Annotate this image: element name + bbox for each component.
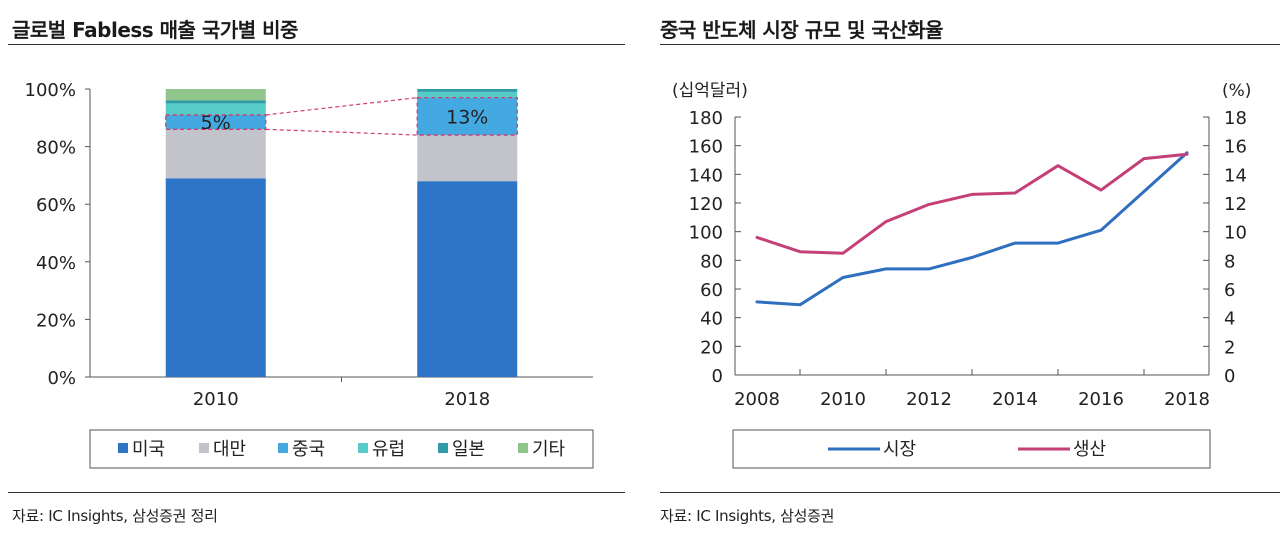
right-axis-unit-label: (%) (1222, 81, 1251, 101)
highlight-connector-top (265, 97, 418, 116)
china-market-panel: 중국 반도체 시장 규모 및 국산화율 (십억달러) (%) 0 20 40 60 80 10… (660, 0, 1280, 539)
china-market-line-chart: (십억달러) (%) 0 20 40 60 80 100 120 140 160 180 0 2 4 6 8 10… (672, 81, 1251, 469)
left-y-tick-label: 180 (689, 108, 723, 129)
right-y-tick-label: 14 (1224, 165, 1247, 186)
y-tick-label: 80% (36, 138, 76, 159)
x-tick-label: 2012 (906, 389, 952, 410)
right-y-tick-label: 6 (1224, 280, 1235, 301)
title-divider (660, 44, 1280, 45)
left-y-tick-label: 60 (700, 280, 723, 301)
legend-label-미국: 미국 (132, 439, 165, 460)
left-y-tick-label: 20 (700, 337, 723, 358)
bar-segment-기타-2010 (165, 89, 266, 101)
bar-segment-유럽-2010 (165, 103, 266, 115)
y-tick-label: 100% (25, 80, 76, 101)
left-y-tick-label: 120 (689, 194, 723, 215)
bar-segment-대만-2018 (417, 135, 518, 182)
bar-segment-중국-2018 (417, 97, 518, 136)
legend-swatch-유럽 (358, 443, 368, 453)
right-y-tick-label: 8 (1224, 251, 1235, 272)
legend-swatch-중국 (278, 443, 288, 453)
china-share-annotation: 13% (446, 106, 488, 128)
legend-swatch-미국 (118, 443, 128, 453)
china-highlight-box (165, 114, 267, 130)
bar-segment-유럽-2018 (417, 91, 518, 98)
bar-segment-일본-2010 (165, 100, 266, 104)
left-y-tick-label: 0 (712, 366, 723, 387)
title-divider (8, 44, 625, 45)
x-tick-label: 2008 (734, 389, 780, 410)
fabless-share-panel: 글로벌 Fabless 매출 국가별 비중 0% 20% 40% 60% 80% 100%… (0, 0, 625, 539)
right-y-tick-label: 12 (1224, 194, 1247, 215)
right-y-tick-label: 10 (1224, 223, 1247, 244)
y-tick-label: 60% (36, 195, 76, 216)
left-axis-unit-label: (십억달러) (672, 81, 748, 101)
legend-swatch-일본 (438, 443, 448, 453)
right-y-tick-label: 16 (1224, 137, 1247, 158)
series-line-생산 (755, 152, 1189, 255)
legend-swatch-기타 (518, 443, 528, 453)
china-source-note: 자료: IC Insights, 삼성증권 (660, 507, 835, 525)
y-tick-label: 0% (47, 368, 76, 389)
right-y-tick-label: 2 (1224, 337, 1235, 358)
series-line-시장 (755, 151, 1189, 307)
bar-segment-일본-2018 (417, 89, 518, 92)
right-y-tick-label: 4 (1224, 309, 1235, 330)
y-tick-label: 20% (36, 310, 76, 331)
legend-label-생산: 생산 (1073, 439, 1106, 460)
fabless-source-note: 자료: IC Insights, 삼성증권 정리 (12, 507, 218, 525)
left-y-tick-label: 140 (689, 165, 723, 186)
bar-segment-미국-2010 (165, 178, 266, 377)
x-tick-label: 2010 (193, 389, 239, 410)
left-y-tick-label: 80 (700, 251, 723, 272)
right-y-tick-label: 0 (1224, 366, 1235, 387)
legend-swatch-대만 (199, 443, 209, 453)
china-highlight-box (416, 96, 518, 136)
legend-label-일본: 일본 (452, 439, 485, 460)
fabless-chart-title: 글로벌 Fabless 매출 국가별 비중 (12, 18, 298, 42)
x-tick-label: 2018 (1164, 389, 1210, 410)
x-tick-label: 2016 (1078, 389, 1124, 410)
source-divider (8, 492, 625, 493)
legend-label-기타: 기타 (532, 439, 566, 460)
y-tick-label: 40% (36, 253, 76, 274)
legend-label-유럽: 유럽 (372, 439, 405, 460)
fabless-stacked-bar-chart: 0% 20% 40% 60% 80% 100% 2010 2018 5% 13% 미국 대만 중국 유럽 일… (25, 80, 594, 469)
x-tick-label: 2018 (444, 389, 490, 410)
china-share-annotation: 5% (201, 112, 231, 134)
bar-segment-미국-2018 (417, 181, 518, 377)
line-legend-box (732, 429, 1211, 469)
bar-segment-대만-2010 (165, 129, 266, 179)
x-tick-label: 2010 (820, 389, 866, 410)
right-y-tick-label: 18 (1224, 108, 1247, 129)
highlight-connector-bottom (265, 128, 418, 136)
legend-label-대만: 대만 (213, 439, 246, 460)
left-y-tick-label: 40 (700, 309, 723, 330)
bar-segment-중국-2010 (165, 114, 266, 130)
legend-label-시장: 시장 (883, 439, 916, 460)
x-tick-label: 2014 (992, 389, 1038, 410)
china-chart-title: 중국 반도체 시장 규모 및 국산화율 (660, 18, 943, 42)
bar-legend-box (89, 429, 594, 469)
left-y-tick-label: 160 (689, 137, 723, 158)
legend-label-중국: 중국 (292, 439, 325, 460)
left-y-tick-label: 100 (689, 223, 723, 244)
source-divider (660, 492, 1280, 493)
